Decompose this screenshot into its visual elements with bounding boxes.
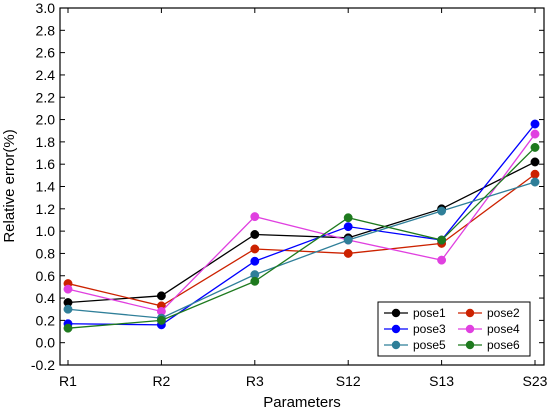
y-tick-label: 0.4 xyxy=(36,290,56,306)
series-pose1 xyxy=(63,157,540,307)
x-tick-label: S23 xyxy=(523,373,548,389)
series-pose2 xyxy=(63,169,540,311)
data-point xyxy=(250,276,260,286)
legend-item: pose1 xyxy=(384,306,446,320)
legend-label: pose3 xyxy=(413,322,446,336)
y-tick-label: 0.8 xyxy=(36,245,56,261)
x-tick-label: S13 xyxy=(429,373,454,389)
x-tick-label: R3 xyxy=(246,373,264,389)
legend-item: pose3 xyxy=(384,322,446,336)
series-layer xyxy=(63,119,540,333)
x-tick-label: R1 xyxy=(59,373,77,389)
x-axis-title: Parameters xyxy=(263,394,341,411)
data-point xyxy=(530,129,540,139)
y-axis-ticks: -0.2 0.0 0.2 0.4 0.6 0.8 1.0 1.2 1.4 1.6 1.8 2.0 2.2… xyxy=(31,0,544,373)
series-line xyxy=(67,123,536,326)
data-point xyxy=(530,143,540,152)
legend-marker xyxy=(465,340,475,350)
legend-label: pose2 xyxy=(487,306,520,320)
y-tick-label: 1.0 xyxy=(36,223,56,239)
y-tick-label: 0.6 xyxy=(36,268,56,284)
data-point xyxy=(343,213,353,223)
data-point xyxy=(250,230,260,239)
y-tick-label: 1.2 xyxy=(36,201,56,217)
y-tick-label: -0.2 xyxy=(31,357,55,373)
x-axis-ticks: R1 R2 R3 S12 S13 S23 xyxy=(59,8,548,389)
legend-marker xyxy=(391,324,401,334)
x-tick-label: S12 xyxy=(336,373,361,389)
y-tick-label: 0.0 xyxy=(36,335,56,351)
legend-item: pose2 xyxy=(458,306,520,320)
data-point xyxy=(530,157,540,167)
y-tick-label: 2.0 xyxy=(36,112,56,128)
series-line xyxy=(67,146,536,329)
series-pose6 xyxy=(63,143,540,333)
legend-item: pose5 xyxy=(384,338,446,352)
data-point xyxy=(156,315,166,325)
y-tick-label: 2.8 xyxy=(36,22,56,38)
data-point xyxy=(343,235,353,245)
data-point xyxy=(343,222,353,232)
legend-item: pose6 xyxy=(458,338,520,352)
legend-marker xyxy=(465,308,475,318)
legend-label: pose5 xyxy=(413,338,446,352)
data-point xyxy=(343,248,353,258)
legend-marker xyxy=(391,340,401,350)
data-point xyxy=(530,177,540,187)
y-tick-label: 3.0 xyxy=(36,0,56,16)
data-point xyxy=(250,212,260,222)
y-tick-label: 2.2 xyxy=(36,89,56,105)
y-tick-label: 2.6 xyxy=(36,45,56,61)
y-tick-label: 1.6 xyxy=(36,156,56,172)
series-line xyxy=(67,173,536,307)
y-tick-label: 2.4 xyxy=(36,67,56,83)
legend-label: pose4 xyxy=(487,322,520,336)
series-line xyxy=(67,161,536,304)
x-tick-label: R2 xyxy=(152,373,170,389)
legend-label: pose6 xyxy=(487,338,520,352)
y-tick-label: 1.8 xyxy=(36,134,56,150)
data-point xyxy=(437,206,447,216)
data-point xyxy=(437,255,447,265)
data-point xyxy=(63,323,73,333)
legend-marker xyxy=(391,308,401,318)
data-point xyxy=(63,304,73,314)
data-point xyxy=(437,235,447,245)
series-pose4 xyxy=(63,129,540,316)
data-point xyxy=(156,291,166,301)
y-axis-title: Relative error(%) xyxy=(1,129,18,242)
data-point xyxy=(250,244,260,254)
y-tick-label: 0.2 xyxy=(36,312,56,328)
legend-marker xyxy=(465,324,475,334)
data-point xyxy=(63,284,73,294)
y-tick-label: 1.4 xyxy=(36,179,56,195)
legend-item: pose4 xyxy=(458,322,520,336)
legend-label: pose1 xyxy=(413,306,446,320)
data-point xyxy=(530,169,540,179)
series-line xyxy=(67,133,536,313)
legend: pose1 pose2 pose3 pose4 pose5 pose6 xyxy=(377,301,531,357)
data-point xyxy=(530,119,540,129)
data-point xyxy=(250,256,260,266)
series-line xyxy=(67,181,536,319)
